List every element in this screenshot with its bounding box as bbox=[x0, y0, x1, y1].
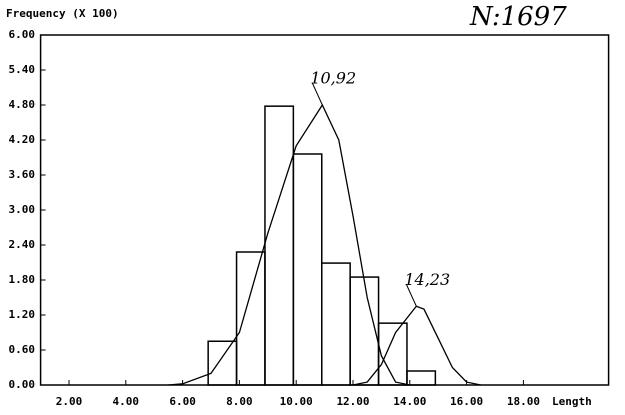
y-tick-label: 0.00 bbox=[9, 378, 36, 391]
annotation-leader bbox=[311, 82, 323, 106]
bar bbox=[292, 153, 323, 386]
bar bbox=[377, 322, 408, 386]
x-tick-label: 12.00 bbox=[336, 395, 369, 408]
y-tick-label: 5.40 bbox=[9, 63, 36, 76]
fitted-curve bbox=[168, 103, 410, 386]
bar bbox=[207, 340, 238, 386]
y-tick-label: 4.80 bbox=[9, 98, 36, 111]
annotation: 10,92 bbox=[310, 69, 356, 88]
y-tick-label: 0.60 bbox=[9, 343, 36, 356]
annotation-leader bbox=[405, 284, 417, 307]
bar bbox=[235, 251, 266, 386]
x-tick-label: 10.00 bbox=[280, 395, 313, 408]
chart-title: N:1697 bbox=[469, 2, 567, 32]
y-tick-label: 6.00 bbox=[9, 28, 36, 41]
bar bbox=[349, 276, 380, 386]
plot-frame bbox=[39, 34, 610, 386]
bar bbox=[264, 105, 295, 386]
fitted-curve bbox=[352, 305, 481, 386]
x-tick-label: 8.00 bbox=[226, 395, 253, 408]
x-axis-label: Length bbox=[552, 395, 592, 408]
y-tick-label: 2.40 bbox=[9, 238, 36, 251]
y-tick-label: 1.80 bbox=[9, 273, 36, 286]
y-axis-label: Frequency (X 100) bbox=[6, 7, 119, 20]
x-tick-label: 2.00 bbox=[56, 395, 83, 408]
x-tick-label: 18.00 bbox=[507, 395, 540, 408]
y-tick-label: 3.60 bbox=[9, 168, 36, 181]
bar bbox=[406, 370, 437, 386]
x-tick-label: 14.00 bbox=[393, 395, 426, 408]
annotation: 14,23 bbox=[404, 270, 450, 289]
y-tick-label: 3.00 bbox=[9, 203, 36, 216]
bar bbox=[321, 262, 351, 386]
x-tick-label: 16.00 bbox=[450, 395, 483, 408]
x-tick-label: 4.00 bbox=[113, 395, 140, 408]
x-tick-label: 6.00 bbox=[169, 395, 196, 408]
y-tick-label: 1.20 bbox=[9, 308, 36, 321]
y-tick-label: 4.20 bbox=[9, 133, 36, 146]
